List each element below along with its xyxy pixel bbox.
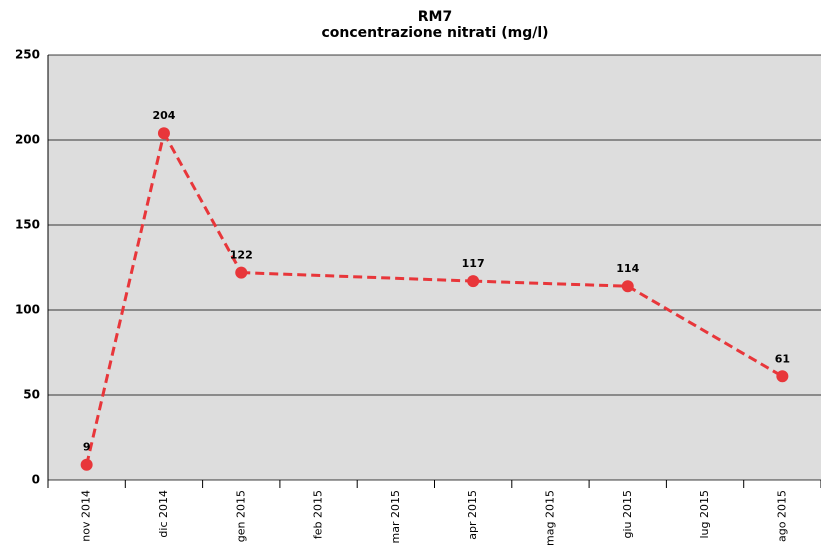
y-tick-label: 0 bbox=[32, 473, 40, 487]
x-tick-label: dic 2014 bbox=[157, 490, 170, 538]
line-segment bbox=[626, 284, 784, 378]
x-tick-label: lug 2015 bbox=[698, 490, 711, 539]
chart-title: RM7 bbox=[418, 9, 452, 25]
point bbox=[621, 280, 634, 293]
x-tick-label: ago 2015 bbox=[775, 490, 788, 542]
x-tick-label: apr 2015 bbox=[466, 490, 479, 540]
x-tick-label: nov 2014 bbox=[80, 490, 93, 542]
data-label: 9 bbox=[83, 441, 91, 454]
x-tick-label: giu 2015 bbox=[621, 490, 634, 539]
point bbox=[235, 266, 248, 279]
y-tick-label: 250 bbox=[15, 48, 40, 62]
data-label: 122 bbox=[230, 249, 253, 262]
point bbox=[157, 127, 170, 140]
line-segment bbox=[473, 279, 628, 288]
y-tick-label: 200 bbox=[15, 133, 40, 147]
plot-area bbox=[48, 55, 821, 480]
y-tick-label: 100 bbox=[15, 303, 40, 317]
data-label: 117 bbox=[462, 257, 485, 270]
chart-subtitle: concentrazione nitrati (mg/l) bbox=[321, 25, 548, 41]
point bbox=[776, 370, 789, 383]
x-tick-label: mag 2015 bbox=[543, 490, 556, 546]
data-label: 114 bbox=[616, 262, 639, 275]
line-segment bbox=[162, 132, 243, 274]
x-tick-label: mar 2015 bbox=[389, 490, 402, 543]
point bbox=[80, 458, 93, 471]
line-segment bbox=[85, 132, 166, 466]
data-label: 204 bbox=[152, 109, 175, 122]
y-tick-label: 150 bbox=[15, 218, 40, 232]
data-label: 61 bbox=[775, 352, 790, 365]
line-segment bbox=[241, 271, 474, 283]
x-tick-label: feb 2015 bbox=[312, 490, 325, 539]
point bbox=[467, 275, 480, 288]
y-tick-label: 50 bbox=[23, 388, 40, 402]
x-tick-label: gen 2015 bbox=[234, 490, 247, 542]
